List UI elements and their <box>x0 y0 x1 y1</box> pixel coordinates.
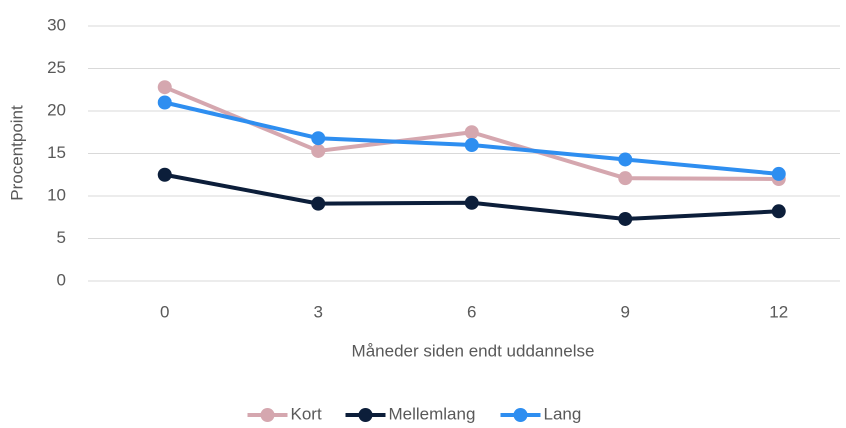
data-point <box>618 171 633 186</box>
data-point <box>618 211 633 226</box>
x-axis-label: Måneder siden endt uddannelse <box>352 341 595 360</box>
y-tick-label: 15 <box>47 143 66 162</box>
legend: Kort Mellemlang Lang <box>247 404 582 423</box>
data-point <box>618 152 633 167</box>
legend-marker <box>513 408 528 422</box>
y-tick-label: 25 <box>47 58 66 77</box>
y-tick-label: 30 <box>47 15 66 34</box>
legend-label: Lang <box>544 404 582 423</box>
y-axis-label: Procentpoint <box>7 105 26 201</box>
data-point <box>771 166 786 181</box>
data-point <box>311 196 326 211</box>
data-point <box>311 131 326 146</box>
data-point <box>157 80 172 95</box>
y-tick-label: 10 <box>47 185 66 204</box>
data-point <box>157 95 172 110</box>
legend-label: Kort <box>291 404 322 423</box>
y-tick-label: 0 <box>57 270 66 289</box>
y-tick-label: 5 <box>57 228 66 247</box>
legend-marker <box>260 408 275 422</box>
x-tick-label: 3 <box>314 302 323 321</box>
x-tick-label: 12 <box>769 302 788 321</box>
data-point <box>464 125 479 140</box>
x-tick-label: 6 <box>467 302 476 321</box>
y-tick-label: 20 <box>47 100 66 119</box>
data-point <box>464 195 479 210</box>
data-point <box>771 204 786 219</box>
data-point <box>311 143 326 158</box>
legend-marker <box>358 408 373 422</box>
data-point <box>157 167 172 182</box>
x-tick-label: 9 <box>621 302 630 321</box>
x-tick-label: 0 <box>160 302 169 321</box>
legend-label: Mellemlang <box>389 404 476 423</box>
data-point <box>464 138 479 152</box>
